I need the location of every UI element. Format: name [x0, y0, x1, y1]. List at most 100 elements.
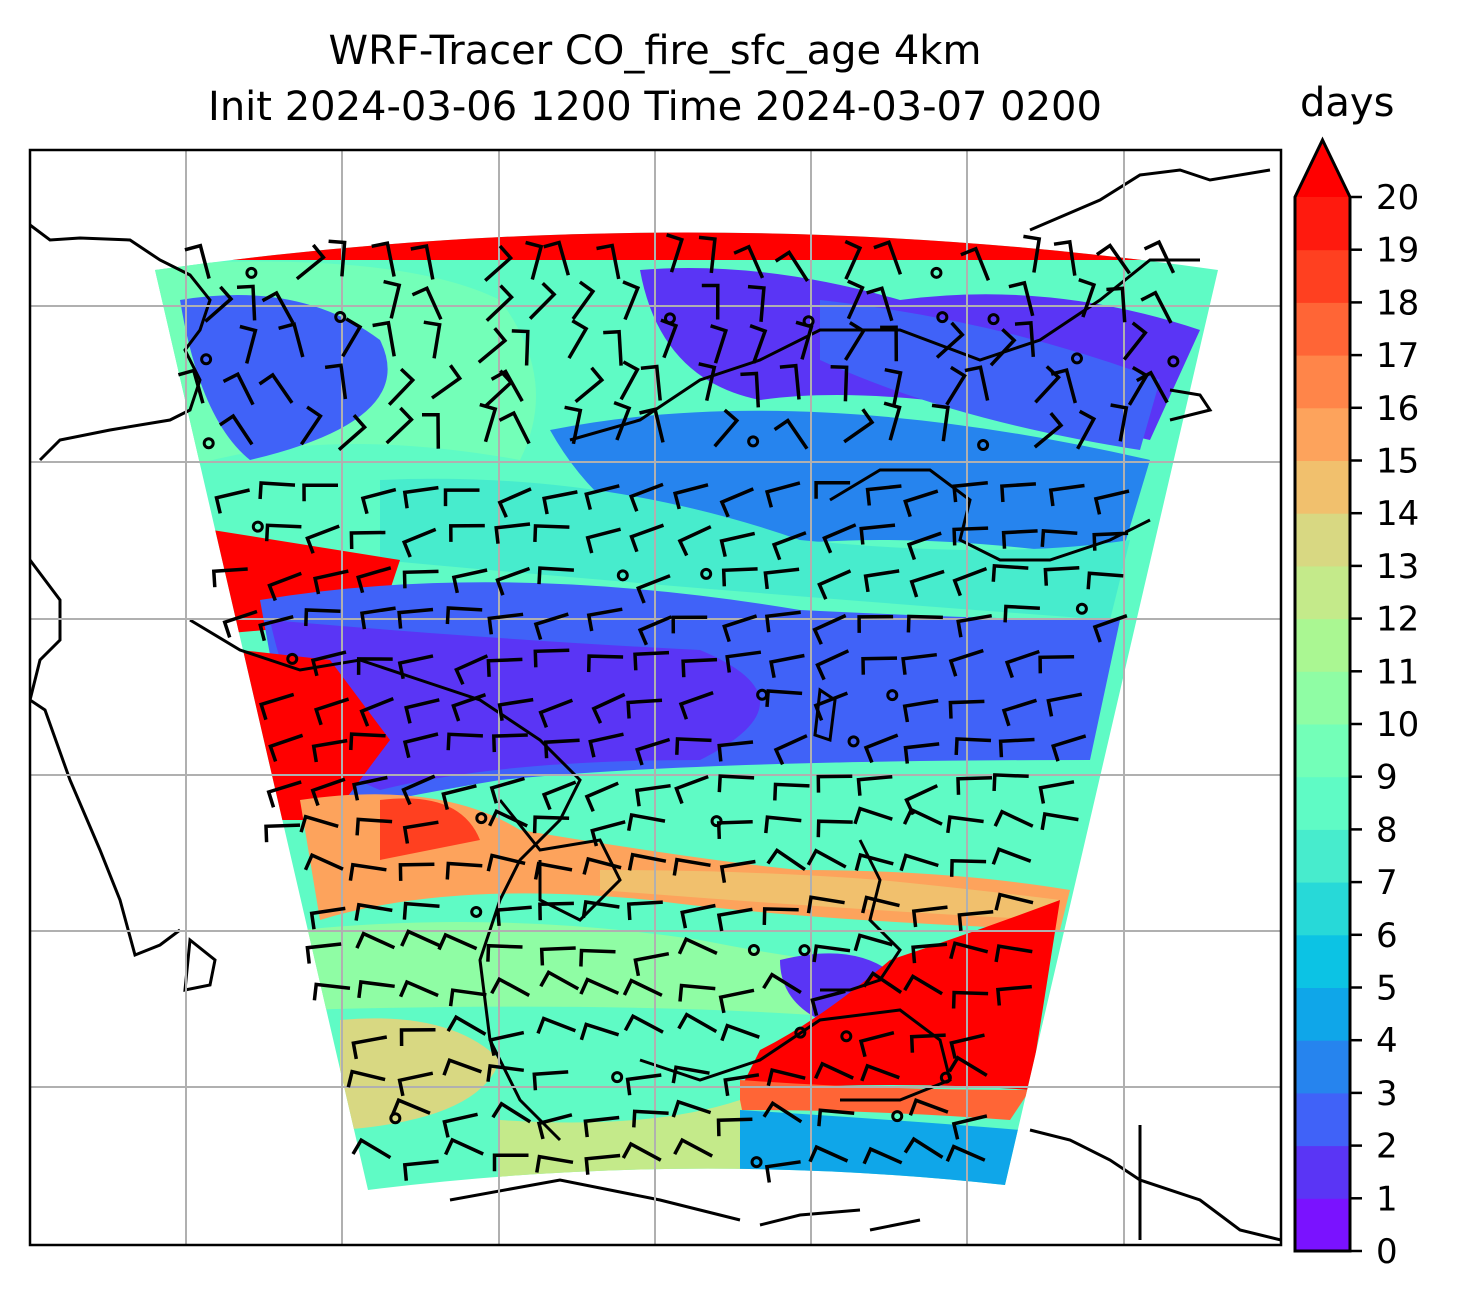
wind-barb [359, 696, 394, 727]
wind-barb [952, 526, 989, 546]
wind-barb [536, 1113, 573, 1140]
colorbar-segment [1295, 355, 1350, 409]
wind-barb [1048, 483, 1085, 507]
wind-barb [532, 815, 570, 834]
colorbar-segment [1295, 1145, 1350, 1199]
wind-barb [584, 484, 620, 511]
wind-barb [766, 847, 806, 872]
calm-wind-circle [840, 1030, 853, 1043]
wind-barb [488, 808, 528, 828]
wind-barb [341, 317, 363, 358]
calm-wind-circle [1167, 355, 1180, 368]
wind-barb [763, 567, 800, 590]
title-line-1: WRF-Tracer CO_fire_sfc_age 4km [328, 28, 982, 74]
wind-barb [402, 901, 440, 920]
wind-barb [951, 990, 989, 1009]
wind-barb [627, 852, 667, 871]
calm-wind-circle [750, 1156, 763, 1169]
wind-barb [954, 737, 992, 755]
wind-barb [861, 895, 900, 914]
wind-barb [437, 932, 478, 951]
wind-barb [873, 240, 903, 275]
wind-barb [637, 615, 673, 646]
wind-barb [385, 406, 414, 445]
wind-barb [903, 973, 943, 996]
wind-barb [866, 286, 894, 322]
wind-barb [1140, 290, 1173, 324]
wind-barb [1078, 278, 1097, 318]
wind-barb [497, 487, 532, 518]
calm-wind-circle [616, 569, 629, 582]
wind-barb [774, 249, 809, 282]
wind-barb [533, 861, 573, 880]
wind-barb [268, 733, 304, 762]
wind-barb [310, 650, 347, 677]
wind-barb [311, 738, 348, 763]
wind-barb [992, 773, 1029, 791]
wind-barb [401, 527, 437, 558]
calm-wind-circle [939, 1071, 952, 1084]
wind-barb [372, 320, 396, 357]
wind-barb [337, 414, 368, 452]
colorbar-tick-label: 20 [1376, 178, 1419, 218]
calm-wind-circle [700, 567, 713, 580]
wind-barb [360, 487, 397, 515]
wind-barb [490, 369, 524, 402]
wind-barb [626, 812, 666, 832]
wind-barb [402, 569, 439, 589]
wind-barb [1038, 655, 1075, 674]
wind-barb [1135, 370, 1169, 404]
wind-barb [312, 982, 351, 1001]
wind-barb [267, 571, 302, 602]
wind-barb [579, 1022, 620, 1041]
wind-barb [304, 608, 341, 627]
wind-barb [812, 613, 847, 645]
wind-barb [947, 1055, 988, 1077]
wind-barb [305, 942, 342, 964]
wind-barb [634, 783, 671, 807]
wind-barb [717, 774, 755, 793]
colorbar-segment [1295, 1040, 1350, 1094]
wind-barb [945, 365, 967, 406]
wind-barb [844, 239, 863, 280]
wind-barb [354, 902, 393, 921]
wind-barb [623, 1013, 664, 1034]
wind-barb [716, 1117, 753, 1137]
wind-barb [239, 324, 258, 364]
wind-barb [673, 1137, 714, 1158]
wind-barb [574, 366, 605, 404]
colorbar-segment [1295, 882, 1350, 936]
wind-barb [588, 732, 624, 758]
wind-barb [764, 610, 801, 633]
wind-barb [533, 524, 570, 542]
wind-barb [1038, 780, 1075, 804]
calm-wind-circle [977, 438, 990, 451]
wind-barb [633, 650, 670, 671]
wind-barb [810, 989, 846, 1017]
wind-barb [486, 853, 526, 872]
colorbar-label: days [1300, 80, 1395, 126]
colorbar-segment [1295, 302, 1350, 356]
wind-barb [989, 328, 1017, 367]
calm-wind-circle [251, 520, 264, 533]
wind-barb [779, 363, 801, 400]
wind-barb [1143, 239, 1176, 274]
wind-barb [1051, 734, 1087, 762]
wind-barb [733, 244, 765, 279]
wind-barb [949, 859, 987, 877]
wind-barb [596, 243, 621, 280]
wind-barb [956, 776, 993, 795]
colorbar-tick-label: 3 [1376, 1074, 1398, 1114]
wind-barb [911, 905, 948, 928]
wind-barb [903, 1136, 944, 1159]
wind-barb [444, 1137, 484, 1156]
wind-barb [564, 405, 583, 445]
wind-barb [666, 233, 684, 273]
wind-barb [678, 691, 714, 720]
wind-barb [218, 413, 254, 446]
wind-barb [956, 613, 992, 638]
calm-wind-circle [930, 266, 943, 279]
wind-barb [675, 737, 712, 755]
wind-barb [859, 523, 896, 545]
calm-wind-circle [475, 812, 488, 825]
